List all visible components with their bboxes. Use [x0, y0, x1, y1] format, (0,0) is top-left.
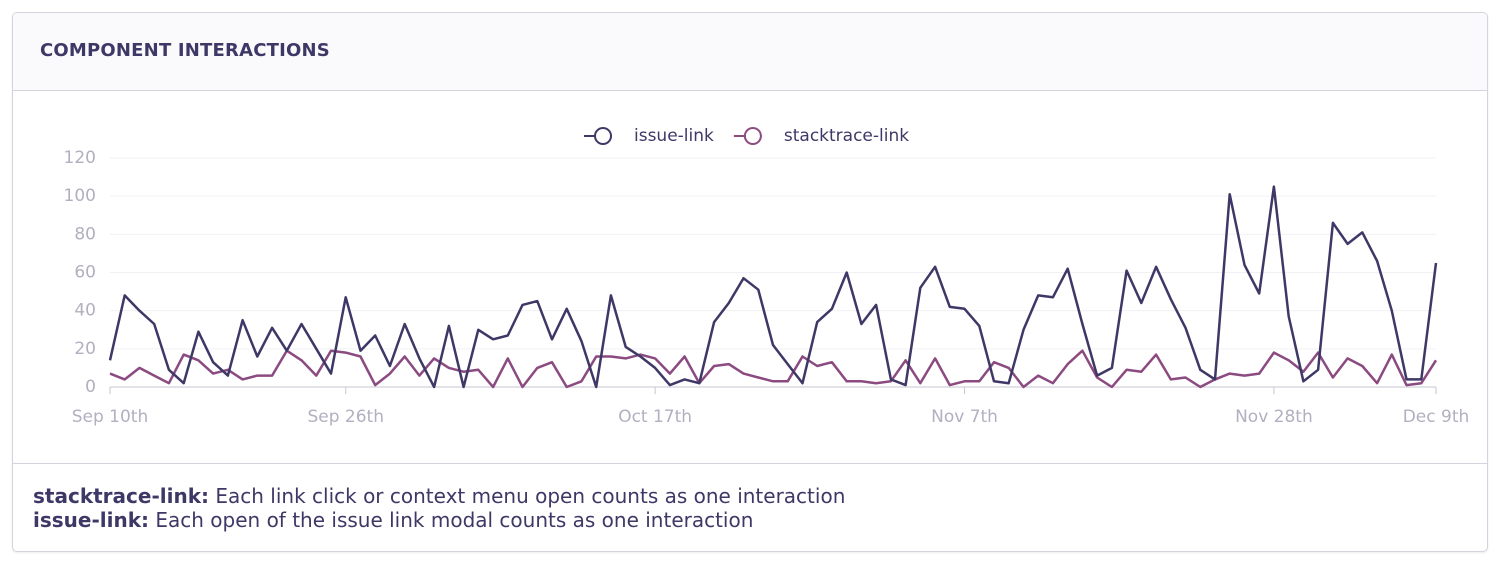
notes: stacktrace-link: Each link click or cont… — [33, 484, 845, 532]
chart: 0 20 40 60 80 100 120 Sep 10th Sep 26th Oct 17th N… — [64, 126, 1470, 427]
legend-marker — [743, 127, 762, 145]
legend-label: issue-link — [634, 126, 714, 146]
panel: COMPONENT INTERACTIONS stacktrace-link: … — [12, 12, 1488, 552]
legend-marker — [594, 127, 612, 145]
panel-footer: stacktrace-link: Each link click or cont… — [13, 463, 1487, 551]
note-text: Each open of the issue link modal counts… — [155, 508, 754, 532]
x-tick-label: Dec 9th — [1403, 407, 1470, 427]
x-tick-label: Sep 26th — [307, 407, 384, 427]
note-term: stacktrace-link: — [33, 484, 210, 508]
series-line — [109, 349, 1438, 389]
x-tick-label: Oct 17th — [618, 407, 692, 427]
panel-title: COMPONENT INTERACTIONS — [40, 40, 330, 61]
x-tick-label: Nov 28th — [1235, 407, 1313, 427]
y-tick-label: 20 — [74, 339, 96, 359]
y-tick-label: 0 — [85, 377, 96, 397]
y-tick-label: 40 — [74, 301, 96, 321]
note: stacktrace-link: Each link click or cont… — [33, 484, 845, 508]
note-term: issue-link: — [33, 508, 150, 532]
y-tick-label: 60 — [74, 263, 96, 283]
x-tick-label: Nov 7th — [931, 407, 998, 427]
x-tick-label: Sep 10th — [72, 407, 149, 427]
legend-label: stacktrace-link — [784, 126, 909, 146]
series-line — [108, 185, 1438, 389]
note-text: Each link click or context menu open cou… — [215, 484, 846, 508]
y-tick-label: 100 — [64, 186, 96, 206]
y-tick-label: 120 — [64, 148, 96, 168]
panel-header: COMPONENT INTERACTIONS — [13, 13, 1487, 91]
y-tick-label: 80 — [74, 224, 96, 244]
note: issue-link: Each open of the issue link … — [33, 508, 845, 532]
